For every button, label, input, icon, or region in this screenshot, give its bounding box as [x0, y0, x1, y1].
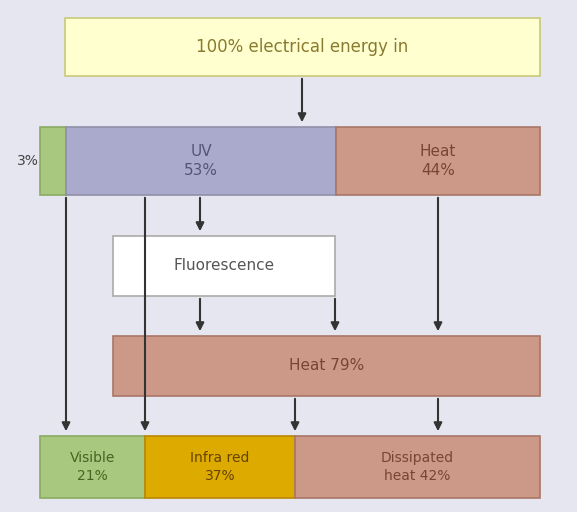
FancyBboxPatch shape — [65, 18, 540, 76]
FancyBboxPatch shape — [113, 236, 335, 296]
FancyBboxPatch shape — [40, 436, 145, 498]
Text: 100% electrical energy in: 100% electrical energy in — [196, 38, 409, 56]
FancyBboxPatch shape — [113, 336, 540, 396]
Text: UV
53%: UV 53% — [184, 144, 218, 178]
Text: 3%: 3% — [17, 154, 39, 168]
Text: Dissipated
heat 42%: Dissipated heat 42% — [381, 452, 454, 483]
FancyBboxPatch shape — [336, 127, 540, 195]
Text: Fluorescence: Fluorescence — [174, 259, 275, 273]
Text: Heat
44%: Heat 44% — [420, 144, 456, 178]
FancyBboxPatch shape — [66, 127, 336, 195]
FancyBboxPatch shape — [145, 436, 295, 498]
FancyBboxPatch shape — [295, 436, 540, 498]
Text: Visible
21%: Visible 21% — [70, 452, 115, 483]
Text: Heat 79%: Heat 79% — [289, 358, 364, 373]
FancyBboxPatch shape — [40, 127, 66, 195]
Text: Infra red
37%: Infra red 37% — [190, 452, 250, 483]
